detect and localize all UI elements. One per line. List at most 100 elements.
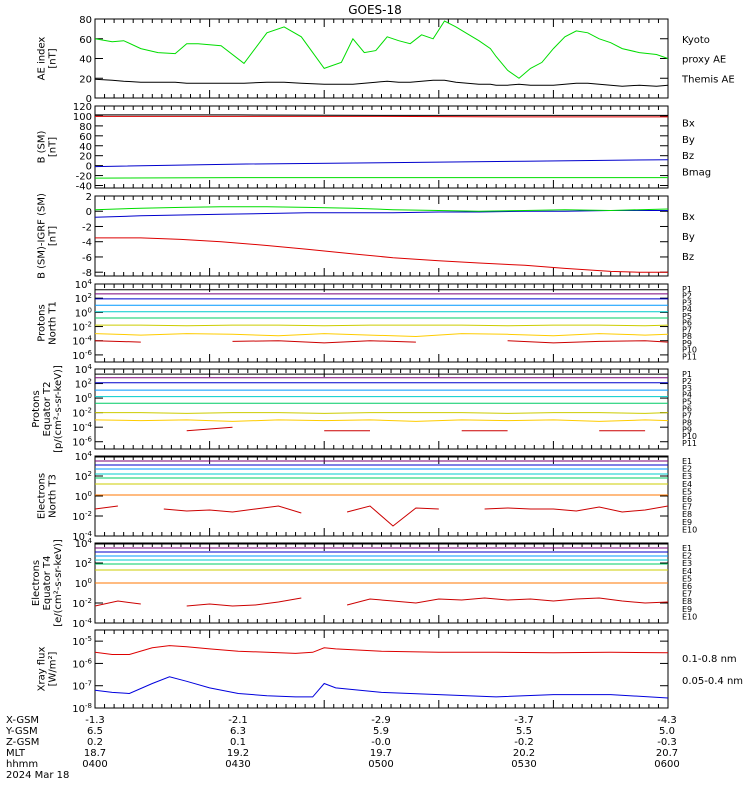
series-kyoto-proxy-ae — [95, 20, 668, 79]
legend-entry: E1 — [682, 457, 692, 466]
panel-3: -8 -6 -4 -2 0 2 B (SM)-IGRF (SM) [nT] Bx By Bz — [37, 192, 695, 279]
y-tick-label: 10-8 — [72, 702, 92, 715]
y-tick-label: 10-4 — [72, 421, 92, 434]
series-p8 — [95, 333, 668, 338]
legend-entry: P9 — [682, 425, 692, 434]
footer-value: 6.3 — [230, 726, 246, 737]
legend-entry: 0.1-0.8 nm — [682, 654, 737, 665]
footer-value: 0530 — [511, 759, 536, 770]
legend-entry: E3 — [682, 559, 692, 568]
y-tick-label: 102 — [75, 292, 92, 305]
footer-value: 0500 — [368, 759, 393, 770]
legend-entry: P9 — [682, 339, 692, 348]
series-p7 — [95, 324, 668, 327]
legend-entry: 0.05-0.4 nm — [682, 676, 743, 687]
series-by — [95, 206, 668, 212]
legend-entry: E9 — [682, 518, 692, 527]
y-tick-label: 104 — [75, 363, 93, 376]
y-tick-label: 104 — [75, 278, 93, 291]
y-axis-label: Protons North T1 — [37, 301, 59, 345]
footer-value: 19.7 — [370, 748, 392, 759]
y-tick-label: 60 — [79, 132, 92, 143]
series-0-1-0-8-nm — [95, 645, 668, 655]
legend-entry: P11 — [682, 352, 697, 361]
y-tick-label: 10-7 — [72, 680, 92, 693]
y-tick-label: 100 — [73, 112, 92, 123]
y-tick-label: 10-2 — [72, 407, 92, 420]
legend-entry: P5 — [682, 398, 692, 407]
series-themis-ae — [95, 78, 668, 87]
series-bmag — [95, 114, 668, 116]
y-label-line: Xray flux — [37, 647, 48, 692]
legend-entry: P3 — [682, 384, 692, 393]
panel-frame — [94, 455, 669, 537]
legend-entry: Bmag — [682, 168, 711, 179]
legend-entry: E2 — [682, 552, 692, 561]
y-tick-label: 40 — [79, 142, 92, 153]
y-tick-label: 100 — [75, 392, 92, 405]
legend-entry: E2 — [682, 465, 692, 474]
panel-frame — [94, 18, 669, 99]
footer-table: X-GSM -1.3 -2.1 -2.9 -3.7 -4.3 Y-GSM 6.5 6.3 5.9 5… — [5, 715, 680, 781]
y-tick-label: -6 — [82, 253, 92, 264]
y-tick-label: 0 — [86, 162, 92, 173]
y-tick-label: 10-2 — [72, 597, 92, 610]
y-axis-label: Electrons North T3 — [37, 473, 59, 519]
footer-value: -4.3 — [657, 715, 677, 726]
y-tick-label: 20 — [79, 152, 92, 163]
series-bx — [95, 210, 668, 218]
legend-entry: Bz — [682, 151, 694, 162]
series-p10 — [95, 340, 668, 344]
y-tick-label: 20 — [79, 74, 92, 85]
y-tick-label: 104 — [75, 537, 93, 550]
series-group — [95, 289, 668, 344]
legend-entry: P8 — [682, 332, 692, 341]
panel-frame — [94, 195, 669, 277]
legend-entry: Kyoto — [682, 35, 710, 46]
series-group — [95, 114, 668, 179]
legend-entry: P4 — [682, 391, 692, 400]
y-label-line: B (SM)-IGRF (SM) — [37, 193, 48, 279]
legend-entry: P10 — [682, 346, 697, 355]
legend-entry: P5 — [682, 312, 692, 321]
y-tick-label: 102 — [75, 557, 92, 570]
footer-value: 0.2 — [87, 737, 103, 748]
series-0-05-0-4-nm — [95, 676, 668, 699]
legend-entry: P6 — [682, 319, 692, 328]
legend-entry: E7 — [682, 503, 692, 512]
legend-entry: Bx — [682, 118, 695, 129]
y-tick-label: 10-2 — [72, 510, 92, 523]
y-tick-label: 120 — [73, 102, 92, 113]
footer-value: -3.7 — [514, 715, 534, 726]
legend-entry: P3 — [682, 298, 692, 307]
series-bz — [95, 237, 668, 273]
footer-value: -0.0 — [371, 737, 391, 748]
footer-value: 20.2 — [513, 748, 535, 759]
footer-value: 0.1 — [230, 737, 246, 748]
y-tick-label: 102 — [75, 470, 92, 483]
y-tick-label: 0 — [86, 207, 92, 218]
y-tick-label: 80 — [79, 122, 92, 133]
series-by — [95, 177, 668, 179]
legend-entry: E6 — [682, 582, 692, 591]
legend-entry: P10 — [682, 432, 697, 441]
y-tick-label: -20 — [76, 172, 92, 183]
y-tick-label: 100 — [75, 306, 92, 319]
y-axis-label: AE index [nT] — [37, 37, 59, 81]
legend-entry: E10 — [682, 525, 697, 534]
footer-value: -2.1 — [228, 715, 248, 726]
footer-value: 19.2 — [227, 748, 249, 759]
footer-value: 20.7 — [656, 748, 678, 759]
series-p10 — [186, 426, 646, 432]
footer-value: 5.5 — [516, 726, 532, 737]
legend-entry: By — [682, 135, 695, 146]
y-tick-label: 10-2 — [72, 321, 92, 334]
legend-entry: proxy AE — [682, 55, 726, 66]
y-tick-label: -40 — [76, 182, 92, 193]
legend-entry: E4 — [682, 567, 692, 576]
panel-8: 10-8 10-7 10-6 10-5 Xray flux [W/m²] 0.1-0.8 n… — [37, 629, 743, 715]
